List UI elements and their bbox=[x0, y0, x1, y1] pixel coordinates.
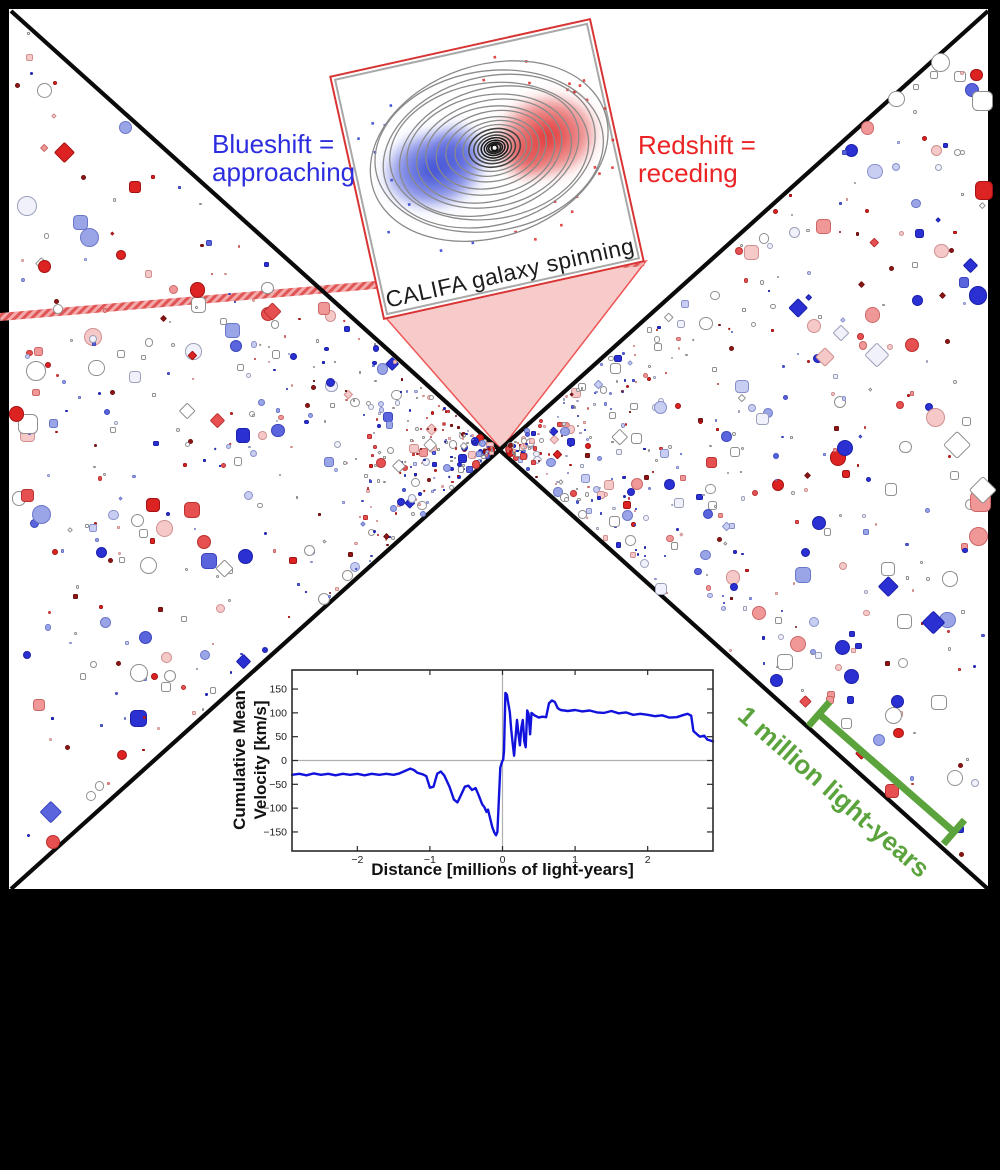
chart-xlabel: Distance [millions of light-years] bbox=[371, 860, 634, 879]
redshift-line2: receding bbox=[638, 158, 738, 189]
galaxy-core-ring bbox=[468, 127, 522, 169]
galaxy-core-ring bbox=[483, 139, 506, 157]
blueshift-line1: Blueshift = bbox=[212, 129, 335, 159]
galaxy-core-ring bbox=[476, 134, 513, 162]
redshift-annotation: Redshift = receding bbox=[638, 131, 756, 187]
galaxy-speckle bbox=[389, 104, 393, 108]
galaxy-speckle bbox=[559, 223, 563, 227]
galaxy-contour bbox=[382, 73, 596, 229]
blueshift-line2: approaching bbox=[212, 157, 356, 188]
velocity-chart-plot: −2 −1 0 1 2 150 100 50 0 −50 −100 −150 bbox=[263, 669, 715, 866]
galaxy-core-ring bbox=[485, 141, 504, 155]
galaxy-speckle bbox=[597, 172, 602, 176]
galaxy-contour bbox=[462, 123, 528, 173]
galaxy-core-ring bbox=[473, 131, 517, 165]
galaxy-core-ring bbox=[480, 136, 509, 159]
galaxy-contour bbox=[389, 81, 590, 221]
galaxy-contour bbox=[374, 69, 605, 233]
chart-axes-box bbox=[291, 669, 714, 852]
galaxy-speckle bbox=[493, 55, 497, 59]
galaxy-contour bbox=[445, 116, 540, 183]
velocity-line-series bbox=[290, 691, 715, 837]
scale-bar bbox=[805, 699, 968, 847]
galaxy-contour bbox=[406, 93, 573, 209]
x-tick-label: 0 bbox=[500, 854, 506, 866]
galaxy-contour bbox=[369, 60, 609, 243]
galaxy-speckle bbox=[527, 81, 532, 85]
galaxy-speckle bbox=[570, 210, 574, 214]
x-tick-label: 2 bbox=[645, 854, 651, 866]
galaxy-core-center bbox=[492, 145, 497, 150]
galaxy-speckle bbox=[578, 84, 582, 88]
galaxy-speckle bbox=[356, 137, 361, 141]
y-tick-label: 0 bbox=[281, 755, 287, 767]
y-tick-label: −150 bbox=[263, 826, 287, 838]
x-tick-label: −2 bbox=[351, 854, 363, 866]
velocity-chart-inset: −2 −1 0 1 2 150 100 50 0 −50 −100 −150 bbox=[224, 652, 718, 888]
redshift-line1: Redshift = bbox=[638, 130, 756, 160]
galaxy-contour bbox=[415, 98, 563, 204]
galaxy-contour bbox=[398, 85, 580, 218]
galaxy-blueshift-lobe2 bbox=[429, 122, 486, 179]
galaxy-speckle bbox=[593, 165, 597, 169]
galaxy-speckle bbox=[471, 241, 475, 245]
galaxy-speckle bbox=[610, 166, 615, 170]
bowtie-diagonal-2 bbox=[9, 9, 990, 891]
scale-bar-line bbox=[816, 711, 957, 835]
galaxy-speckle bbox=[482, 78, 486, 82]
galaxy-inner-frame bbox=[333, 22, 641, 316]
galaxy-speckle bbox=[387, 230, 391, 234]
galaxy-contour bbox=[435, 109, 547, 190]
bowtie-lines bbox=[9, 9, 990, 891]
scale-bar-cap-end bbox=[940, 817, 968, 847]
y-tick-label: −100 bbox=[263, 803, 287, 815]
y-tick-label: 100 bbox=[269, 707, 287, 719]
y-tick-label: 50 bbox=[275, 731, 287, 743]
blueshift-annotation: Blueshift = approaching bbox=[212, 130, 355, 186]
galaxy-contour bbox=[425, 105, 556, 196]
galaxy-speckle bbox=[439, 249, 443, 253]
y-tick-label: −50 bbox=[269, 779, 287, 791]
califa-galaxy-inset: CALIFA galaxy spinning bbox=[329, 17, 645, 321]
galaxy-velocity-map bbox=[356, 55, 615, 253]
galaxy-contour bbox=[454, 119, 533, 177]
galaxy-speckle bbox=[567, 82, 572, 86]
galaxy-speckle bbox=[611, 138, 615, 142]
galaxy-speckle bbox=[371, 121, 375, 125]
galaxy-speckle bbox=[533, 237, 537, 241]
galaxy-contours bbox=[369, 60, 609, 243]
y-tick-label: 150 bbox=[269, 684, 287, 696]
x-tick-label: −1 bbox=[424, 854, 436, 866]
scale-bar-cap-start bbox=[805, 699, 833, 729]
galaxy-redshift-lobe2 bbox=[501, 135, 550, 180]
x-tick-label: 1 bbox=[572, 854, 578, 866]
galaxy-speckles bbox=[356, 55, 615, 253]
